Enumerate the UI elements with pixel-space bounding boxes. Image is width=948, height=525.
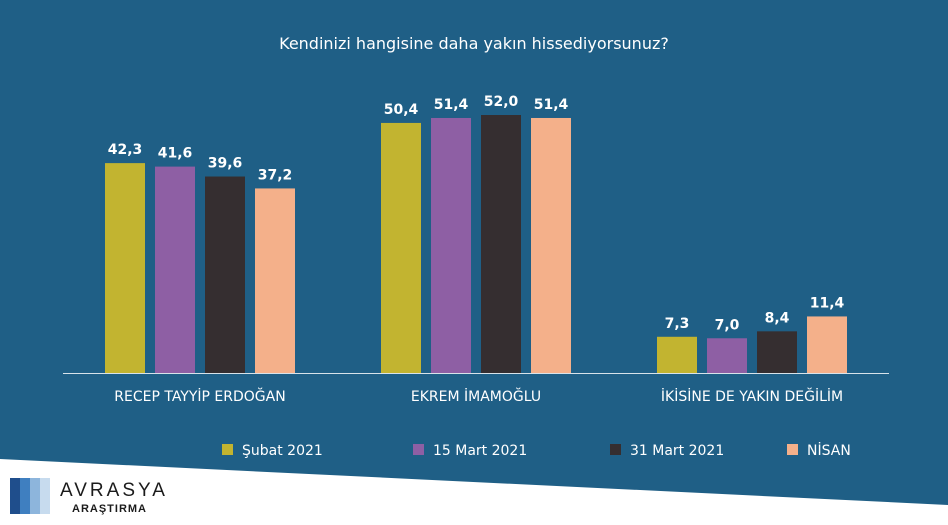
- data-label: 7,3: [665, 316, 690, 332]
- bar: [807, 316, 847, 373]
- logo-bars-icon: [10, 478, 50, 514]
- bar: [757, 331, 797, 373]
- data-label: 50,4: [384, 102, 419, 118]
- legend: Şubat 2021 15 Mart 2021 31 Mart 2021 NİSAN: [222, 441, 851, 459]
- legend-label: 15 Mart 2021: [433, 443, 527, 459]
- bar: [105, 163, 145, 373]
- legend-swatch: [413, 444, 424, 455]
- bar: [381, 122, 421, 373]
- bar: [481, 115, 521, 373]
- legend-swatch: [787, 444, 798, 455]
- data-label: 7,0: [715, 317, 740, 333]
- category-label: RECEP TAYYİP ERDOĞAN: [114, 387, 285, 405]
- bar-group: [105, 115, 847, 373]
- category-label-group: RECEP TAYYİP ERDOĞAN EKREM İMAMOĞLU İKİSİN…: [114, 387, 843, 405]
- bar: [205, 176, 245, 373]
- bar: [155, 166, 195, 373]
- bar: [657, 336, 697, 373]
- data-label: 42,3: [108, 142, 143, 158]
- data-label: 39,6: [208, 156, 243, 172]
- category-label: İKİSİNE DE YAKIN DEĞİLİM: [661, 387, 843, 405]
- data-label: 52,0: [484, 94, 519, 110]
- legend-label: 31 Mart 2021: [630, 443, 724, 459]
- data-label-group: 42,3 50,4 7,3 41,6 51,4 7,0 39,6 52,0 8,4 37,2 51,…: [108, 94, 845, 333]
- legend-swatch: [222, 444, 233, 455]
- category-label: EKREM İMAMOĞLU: [411, 387, 541, 405]
- brand-subtitle: ARAŞTIRMA: [72, 503, 147, 515]
- brand-name: AVRASYA: [60, 480, 168, 501]
- legend-label: NİSAN: [807, 441, 851, 459]
- legend-swatch: [610, 444, 621, 455]
- bar: [531, 117, 571, 373]
- data-label: 37,2: [258, 167, 293, 183]
- bar: [255, 188, 295, 373]
- data-label: 8,4: [765, 310, 790, 326]
- data-label: 51,4: [534, 97, 569, 113]
- bar: [707, 338, 747, 373]
- bar: [431, 117, 471, 373]
- legend-label: Şubat 2021: [242, 443, 323, 459]
- data-label: 41,6: [158, 146, 193, 162]
- data-label: 11,4: [810, 295, 845, 311]
- data-label: 51,4: [434, 97, 469, 113]
- chart-title: Kendinizi hangisine daha yakın hissediyo…: [279, 34, 669, 53]
